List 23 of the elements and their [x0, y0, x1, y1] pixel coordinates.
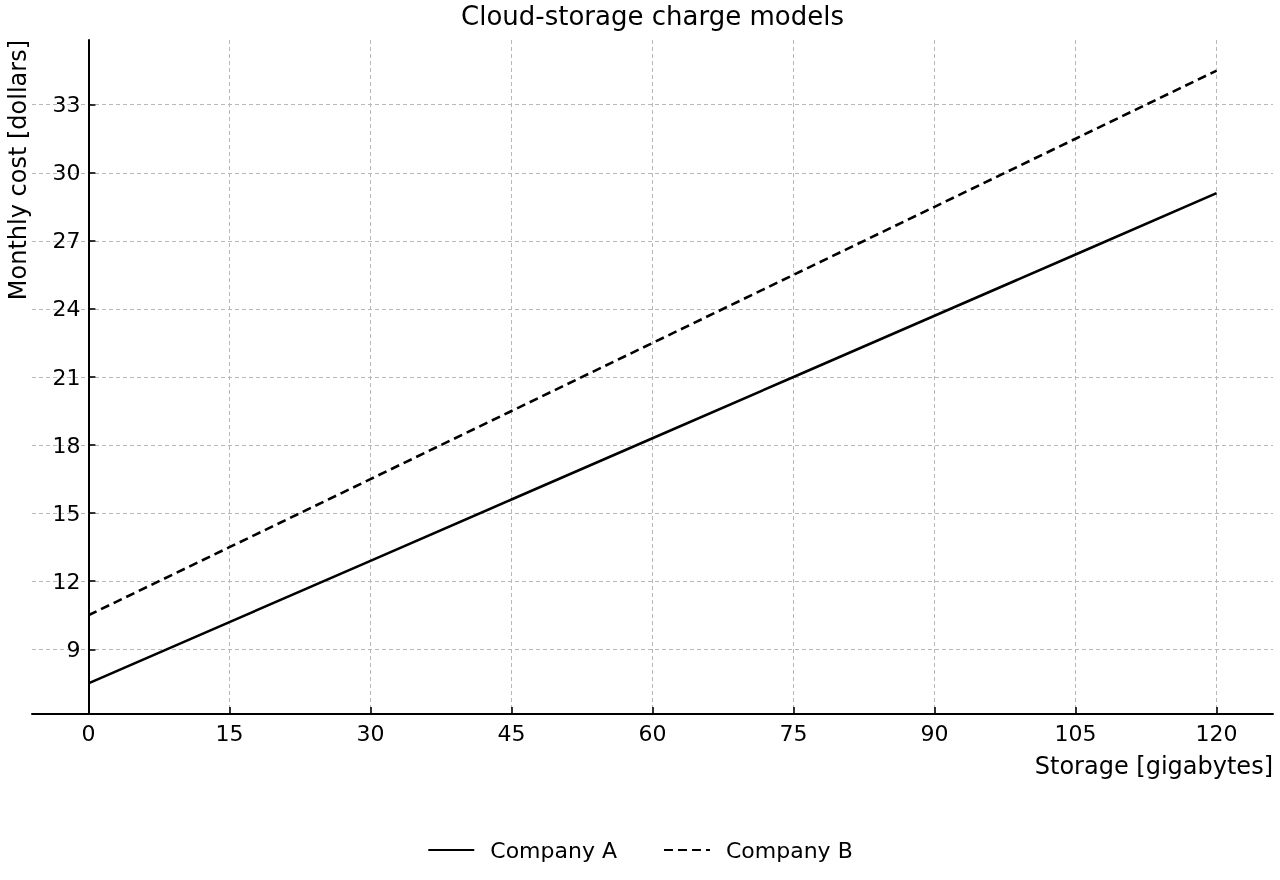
x-tick-label: 120 [1195, 720, 1238, 746]
x-tick-label: 105 [1054, 720, 1097, 746]
y-tick-label: 33 [52, 92, 81, 118]
x-tick-label: 45 [497, 720, 526, 746]
x-tick-label: 30 [356, 720, 385, 746]
y-tick-label: 9 [66, 636, 81, 662]
y-tick-label: 15 [52, 500, 81, 526]
x-axis-title: Storage [gigabytes] [1034, 752, 1273, 780]
y-tick-label: 21 [52, 364, 81, 390]
y-tick-label: 30 [52, 160, 81, 186]
y-tick-label: 27 [52, 228, 81, 254]
chart-title: Cloud-storage charge models [461, 1, 844, 31]
x-tick-label: 90 [920, 720, 949, 746]
x-tick-label: 0 [81, 720, 96, 746]
y-axis-title: Monthly cost [dollars] [4, 40, 33, 301]
y-tick-label: 24 [52, 296, 81, 322]
x-tick-label: 60 [638, 720, 667, 746]
y-tick-label: 18 [52, 432, 81, 458]
legend-label: Company B [725, 837, 853, 863]
legend-label: Company A [490, 837, 617, 863]
y-tick-label: 12 [52, 568, 81, 594]
x-tick-label: 15 [215, 720, 244, 746]
x-tick-label: 75 [779, 720, 808, 746]
